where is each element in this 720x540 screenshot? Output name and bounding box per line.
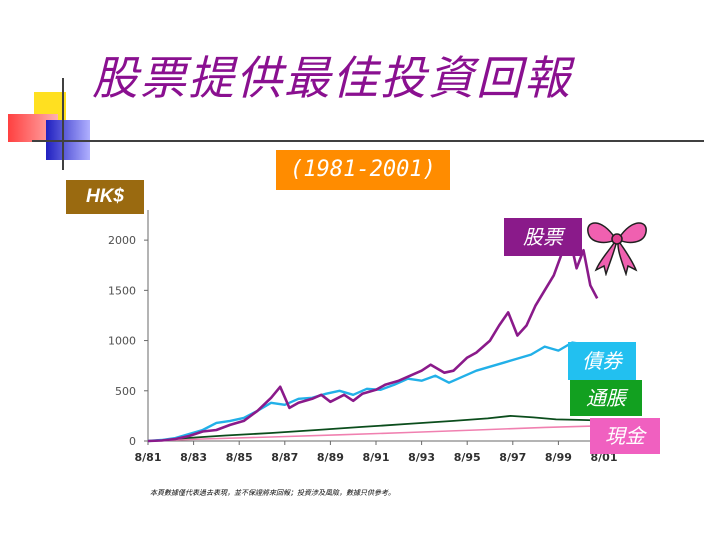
series-line-cash <box>147 425 598 442</box>
decor-vertical-line <box>62 78 64 170</box>
series-line-inflation <box>147 414 598 442</box>
x-tick-label: 8/85 <box>226 451 253 464</box>
page-title: 股票提供最佳投資回報 <box>92 51 572 105</box>
legend-label-bonds: 債券 <box>568 342 636 380</box>
y-tick-label: 500 <box>115 385 136 398</box>
period-badge: (1981-2001) <box>276 150 450 190</box>
x-tick-label: 8/01 <box>591 451 618 464</box>
x-tick-label: 8/97 <box>499 451 526 464</box>
decor-horizontal-line <box>32 140 704 142</box>
y-tick-label: 1500 <box>108 284 136 297</box>
legend-label-inflation: 通脹 <box>570 380 642 416</box>
y-tick-label: 0 <box>129 435 136 448</box>
y-tick-label: 2000 <box>108 234 136 247</box>
legend-label-stocks: 股票 <box>504 218 582 256</box>
series-line-stocks <box>147 236 599 443</box>
x-tick-label: 8/99 <box>545 451 572 464</box>
footnote-text: 本頁數據僅代表過去表現，並不保證將來回報；投資涉及風險，數據只供參考。 <box>150 489 395 497</box>
x-tick-label: 8/81 <box>135 451 162 464</box>
x-tick-label: 8/95 <box>454 451 481 464</box>
x-tick-label: 8/91 <box>363 451 390 464</box>
ribbon-bow-icon <box>587 222 647 276</box>
legend-label-cash: 現金 <box>590 418 660 454</box>
x-tick-label: 8/93 <box>408 451 435 464</box>
x-tick-label: 8/87 <box>271 451 298 464</box>
currency-badge: HK$ <box>66 180 144 214</box>
y-tick-label: 1000 <box>108 335 136 348</box>
x-tick-label: 8/83 <box>180 451 207 464</box>
x-tick-label: 8/89 <box>317 451 344 464</box>
